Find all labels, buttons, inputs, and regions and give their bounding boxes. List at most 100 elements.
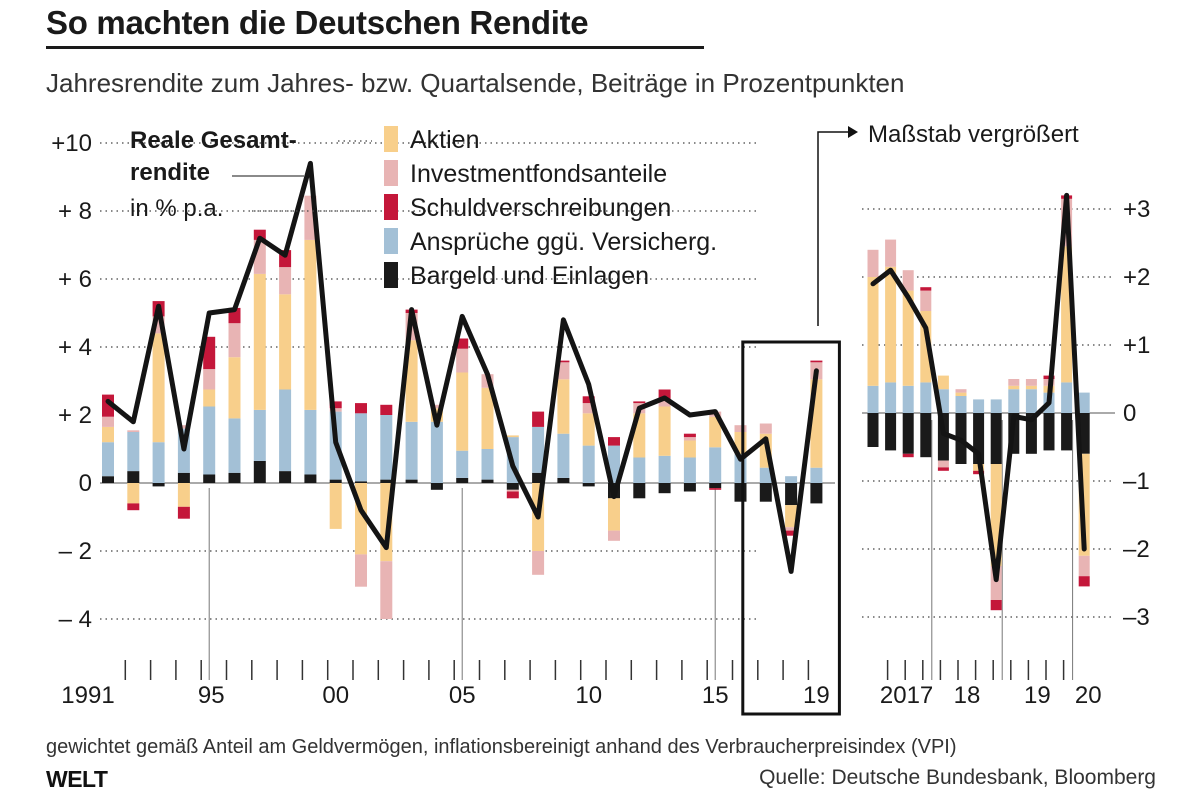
annual-bar-bargeld-und-einlagen	[506, 483, 519, 490]
annual-bar-anspr-che-gg-versicherg	[759, 467, 772, 483]
quarterly-bar-aktien	[902, 290, 914, 386]
annual-bar-bargeld-und-einlagen	[481, 479, 494, 483]
annual-bar-anspr-che-gg-versicherg	[481, 449, 494, 480]
annual-bar-anspr-che-gg-versicherg	[355, 413, 367, 482]
y-tick-label-annual: – 4	[59, 606, 92, 633]
annual-bar-anspr-che-gg-versicherg	[152, 442, 165, 483]
quarterly-bar-investmentfondsanteile	[990, 566, 1002, 600]
annual-bar-anspr-che-gg-versicherg	[430, 421, 443, 483]
annual-bar-schuldverschreibungen	[329, 401, 342, 409]
annual-bar-bargeld-und-einlagen	[759, 483, 772, 502]
y-tick-label-annual: + 2	[58, 402, 92, 429]
annual-bar-bargeld-und-einlagen	[405, 479, 418, 483]
annual-bar-anspr-che-gg-versicherg	[304, 409, 317, 475]
legend-label-schuldverschreibungen: Schuldverschreibungen	[410, 194, 671, 222]
quarterly-bar-bargeld-und-einlagen	[973, 413, 985, 464]
quarterly-bar-bargeld-und-einlagen	[867, 413, 879, 447]
quarterly-bar-bargeld-und-einlagen	[937, 413, 949, 461]
annual-bar-investmentfondsanteile	[355, 554, 367, 587]
quarterly-bar-anspr-che-gg-versicherg	[1078, 392, 1090, 413]
annual-bar-anspr-che-gg-versicherg	[582, 445, 595, 483]
annual-bar-investmentfondsanteile	[253, 239, 266, 274]
annual-bar-bargeld-und-einlagen	[127, 471, 140, 483]
annual-bar-schuldverschreibungen	[102, 394, 114, 417]
y-tick-label-quarterly: –3	[1123, 604, 1150, 631]
x-tick-label-quarterly: 18	[954, 682, 981, 709]
x-tick-label-quarterly: 2017	[880, 682, 933, 709]
annual-bar-schuldverschreibungen	[127, 503, 140, 511]
annual-bar-anspr-che-gg-versicherg	[633, 457, 646, 483]
line-label-bold-1: Reale Gesamt-	[130, 127, 297, 154]
quarterly-bar-schuldverschreibungen	[937, 467, 949, 471]
line-label-unit: in % p.a.	[130, 195, 223, 222]
annual-bar-bargeld-und-einlagen	[658, 483, 671, 494]
x-tick-label-annual: 00	[322, 682, 349, 709]
footnote: gewichtet gemäß Anteil am Geldvermögen, …	[46, 736, 957, 758]
annual-bar-schuldverschreibungen	[557, 360, 570, 363]
quarterly-bar-bargeld-und-einlagen	[1025, 413, 1037, 454]
annual-bar-bargeld-und-einlagen	[203, 474, 216, 483]
y-tick-label-annual: – 2	[59, 538, 92, 565]
annual-return-line	[105, 160, 819, 574]
annual-bar-aktien	[228, 357, 241, 419]
annual-bar-aktien	[506, 435, 519, 438]
annual-bar-investmentfondsanteile	[329, 408, 342, 412]
quarterly-bar-aktien	[920, 311, 932, 383]
annual-bar-investmentfondsanteile	[177, 425, 190, 429]
annual-bar-anspr-che-gg-versicherg	[228, 418, 241, 473]
annual-bar-anspr-che-gg-versicherg	[279, 389, 292, 472]
annual-bar-schuldverschreibungen	[582, 396, 595, 404]
annual-bar-bargeld-und-einlagen	[456, 477, 469, 483]
annual-bar-bargeld-und-einlagen	[785, 483, 798, 506]
annual-bar-investmentfondsanteile	[506, 489, 519, 492]
annual-bar-anspr-che-gg-versicherg	[810, 467, 823, 483]
annual-bar-anspr-che-gg-versicherg	[405, 421, 418, 480]
annual-bar-investmentfondsanteile	[785, 527, 798, 531]
annual-bar-anspr-che-gg-versicherg	[683, 457, 696, 483]
annual-bar-anspr-che-gg-versicherg	[709, 447, 722, 483]
quarterly-bar-bargeld-und-einlagen	[990, 413, 1002, 464]
quarterly-bar-schuldverschreibungen	[990, 600, 1002, 611]
annual-bar-bargeld-und-einlagen	[177, 472, 190, 483]
y-tick-label-quarterly: –2	[1123, 536, 1150, 563]
quarterly-bar-anspr-che-gg-versicherg	[1008, 389, 1020, 413]
annual-bar-investmentfondsanteile	[203, 369, 216, 390]
annual-bar-aktien	[203, 389, 216, 407]
annual-bar-bargeld-und-einlagen	[329, 479, 342, 483]
quarterly-bar-aktien	[1008, 385, 1020, 390]
annual-bar-anspr-che-gg-versicherg	[557, 433, 570, 478]
annual-bar-investmentfondsanteile	[734, 425, 747, 432]
quarterly-bar-bargeld-und-einlagen	[1061, 413, 1073, 451]
annual-bar-aktien	[608, 498, 620, 531]
annual-bar-schuldverschreibungen	[658, 389, 671, 400]
annual-bar-schuldverschreibungen	[380, 404, 393, 415]
quarterly-bar-aktien	[955, 392, 967, 396]
annual-bar-investmentfondsanteile	[759, 423, 772, 434]
annual-bar-investmentfondsanteile	[658, 399, 671, 407]
annual-bar-bargeld-und-einlagen	[683, 483, 696, 492]
zoom-highlight-box	[741, 340, 841, 716]
quarterly-bar-schuldverschreibungen	[902, 453, 914, 458]
annual-bar-aktien	[329, 483, 342, 529]
y-tick-label-quarterly: +1	[1123, 332, 1150, 359]
y-tick-label-quarterly: 0	[1123, 400, 1136, 427]
quarterly-bar-anspr-che-gg-versicherg	[990, 399, 1002, 413]
annual-bar-aktien	[127, 483, 140, 504]
quarterly-bar-schuldverschreibungen	[920, 287, 932, 291]
quarterly-return-line	[870, 192, 1087, 583]
annual-bar-schuldverschreibungen	[683, 433, 696, 438]
annual-bar-anspr-che-gg-versicherg	[127, 432, 140, 472]
annual-bar-anspr-che-gg-versicherg	[203, 406, 216, 475]
quarterly-bar-investmentfondsanteile	[1078, 555, 1090, 577]
quarterly-bar-aktien	[990, 464, 1002, 566]
x-tick-label-annual: 95	[198, 682, 225, 709]
x-tick-label-annual: 1991	[61, 682, 114, 709]
annual-bar-bargeld-und-einlagen	[709, 483, 722, 489]
legend-label-investmentfondsanteile: Investmentfondsanteile	[410, 160, 667, 188]
annual-bar-anspr-che-gg-versicherg	[253, 409, 266, 461]
legend-label-aktien: Aktien	[410, 126, 479, 154]
annual-bar-schuldverschreibungen	[203, 336, 216, 370]
annual-bar-investmentfondsanteile	[102, 416, 114, 427]
annual-bar-investmentfondsanteile	[380, 561, 393, 619]
annual-bar-bargeld-und-einlagen	[582, 483, 595, 487]
